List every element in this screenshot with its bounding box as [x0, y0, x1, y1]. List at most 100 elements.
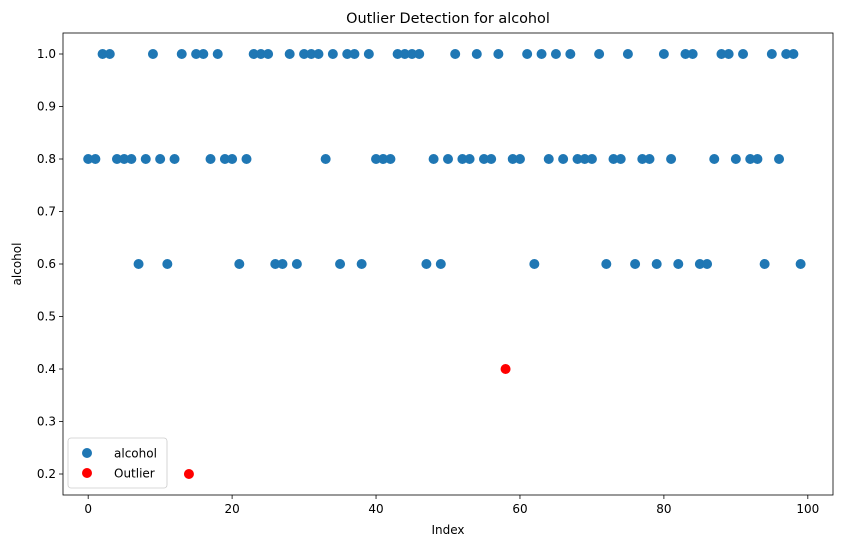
x-axis-title: Index [431, 523, 464, 537]
legend-box [67, 437, 168, 489]
data-point-alcohol [255, 49, 266, 59]
data-point-alcohol [205, 154, 216, 164]
legend-marker-outlier [82, 468, 92, 478]
data-point-alcohol [443, 154, 453, 164]
data-point-alcohol [579, 154, 590, 164]
data-point-alcohol [745, 154, 756, 164]
data-point-alcohol [97, 49, 108, 59]
data-point-alcohol [191, 49, 202, 59]
data-point-alcohol [536, 49, 547, 59]
data-point-alcohol [241, 154, 252, 164]
data-point-alcohol [356, 259, 367, 269]
data-point-alcohol [673, 259, 684, 269]
data-point-alcohol [637, 154, 648, 164]
y-tick-label: 0.3 [37, 415, 56, 429]
data-point-alcohol [644, 154, 655, 164]
data-point-alcohol [529, 259, 540, 269]
data-point-alcohol [788, 49, 799, 59]
y-tick-label: 0.8 [37, 152, 56, 166]
data-point-alcohol [601, 259, 612, 269]
data-point-alcohol [306, 49, 317, 59]
data-point-alcohol [407, 49, 418, 59]
data-point-alcohol [478, 154, 489, 164]
data-point-alcohol [781, 49, 792, 59]
data-point-alcohol [162, 259, 173, 269]
data-point-alcohol [371, 154, 382, 164]
x-tick-label: 40 [368, 502, 383, 516]
data-point-alcohol [291, 259, 302, 269]
data-point-alcohol [392, 49, 403, 59]
data-point-alcohol [270, 259, 281, 269]
data-point-alcohol [464, 154, 475, 164]
data-point-alcohol [363, 49, 374, 59]
data-point-alcohol [378, 154, 389, 164]
data-point-alcohol [630, 259, 641, 269]
data-point-alcohol [543, 154, 554, 164]
y-tick-label: 0.7 [37, 205, 56, 219]
data-point-alcohol [219, 154, 230, 164]
x-axis: 0 20 40 60 80 100 [84, 495, 819, 516]
data-point-alcohol [119, 154, 130, 164]
data-point-alcohol [169, 154, 180, 164]
data-point-alcohol [176, 49, 187, 59]
data-point-alcohol [565, 49, 576, 59]
data-point-alcohol [723, 49, 734, 59]
legend-label-outlier: Outlier [114, 467, 155, 481]
data-point-alcohol [234, 259, 245, 269]
data-point-alcohol [507, 154, 518, 164]
data-point-alcohol [327, 49, 338, 59]
data-point-alcohol [730, 154, 741, 164]
x-tick-label: 80 [656, 502, 671, 516]
data-point-alcohol [248, 49, 259, 59]
data-point-alcohol [414, 49, 425, 59]
data-point-alcohol [313, 49, 324, 59]
data-point-alcohol [133, 259, 144, 269]
y-tick-label: 0.4 [37, 362, 56, 376]
legend-label-alcohol: alcohol [114, 447, 157, 461]
data-point-alcohol [558, 154, 569, 164]
data-point-alcohol [687, 49, 698, 59]
data-point-alcohol [615, 154, 626, 164]
x-tick-label: 100 [796, 502, 819, 516]
data-point-alcohol [550, 49, 561, 59]
data-point-alcohol [104, 49, 115, 59]
data-point-alcohol [126, 154, 137, 164]
data-point-alcohol [399, 49, 410, 59]
y-tick-label: 1.0 [37, 47, 56, 61]
plot-area [62, 32, 834, 496]
data-point-alcohol [198, 49, 209, 59]
data-point-alcohol [493, 49, 504, 59]
data-point-alcohol [349, 49, 360, 59]
data-point-alcohol [284, 49, 295, 59]
x-tick-label: 0 [84, 502, 92, 516]
data-point-alcohol [90, 154, 101, 164]
data-point-alcohol [227, 154, 238, 164]
data-point-alcohol [651, 259, 662, 269]
data-point-alcohol [658, 49, 669, 59]
data-point-alcohol [486, 154, 497, 164]
outlier-point [183, 469, 194, 479]
y-axis-title: alcohol [10, 243, 24, 286]
data-point-alcohol [299, 49, 310, 59]
data-point-alcohol [155, 154, 166, 164]
legend-marker-alcohol [82, 448, 92, 458]
data-point-alcohol [608, 154, 619, 164]
data-point-alcohol [342, 49, 353, 59]
data-point-alcohol [716, 49, 727, 59]
outlier-point [500, 364, 511, 374]
data-point-alcohol [111, 154, 122, 164]
data-points [83, 49, 806, 479]
data-point-alcohol [666, 154, 677, 164]
data-point-alcohol [277, 259, 288, 269]
data-point-alcohol [335, 259, 346, 269]
data-point-alcohol [320, 154, 331, 164]
data-point-alcohol [738, 49, 749, 59]
data-point-alcohol [759, 259, 770, 269]
data-point-alcohol [694, 259, 705, 269]
data-point-alcohol [522, 49, 533, 59]
chart-title: Outlier Detection for alcohol [346, 11, 550, 27]
legend: alcohol Outlier [67, 437, 168, 489]
x-tick-label: 60 [512, 502, 527, 516]
data-point-alcohol [212, 49, 223, 59]
